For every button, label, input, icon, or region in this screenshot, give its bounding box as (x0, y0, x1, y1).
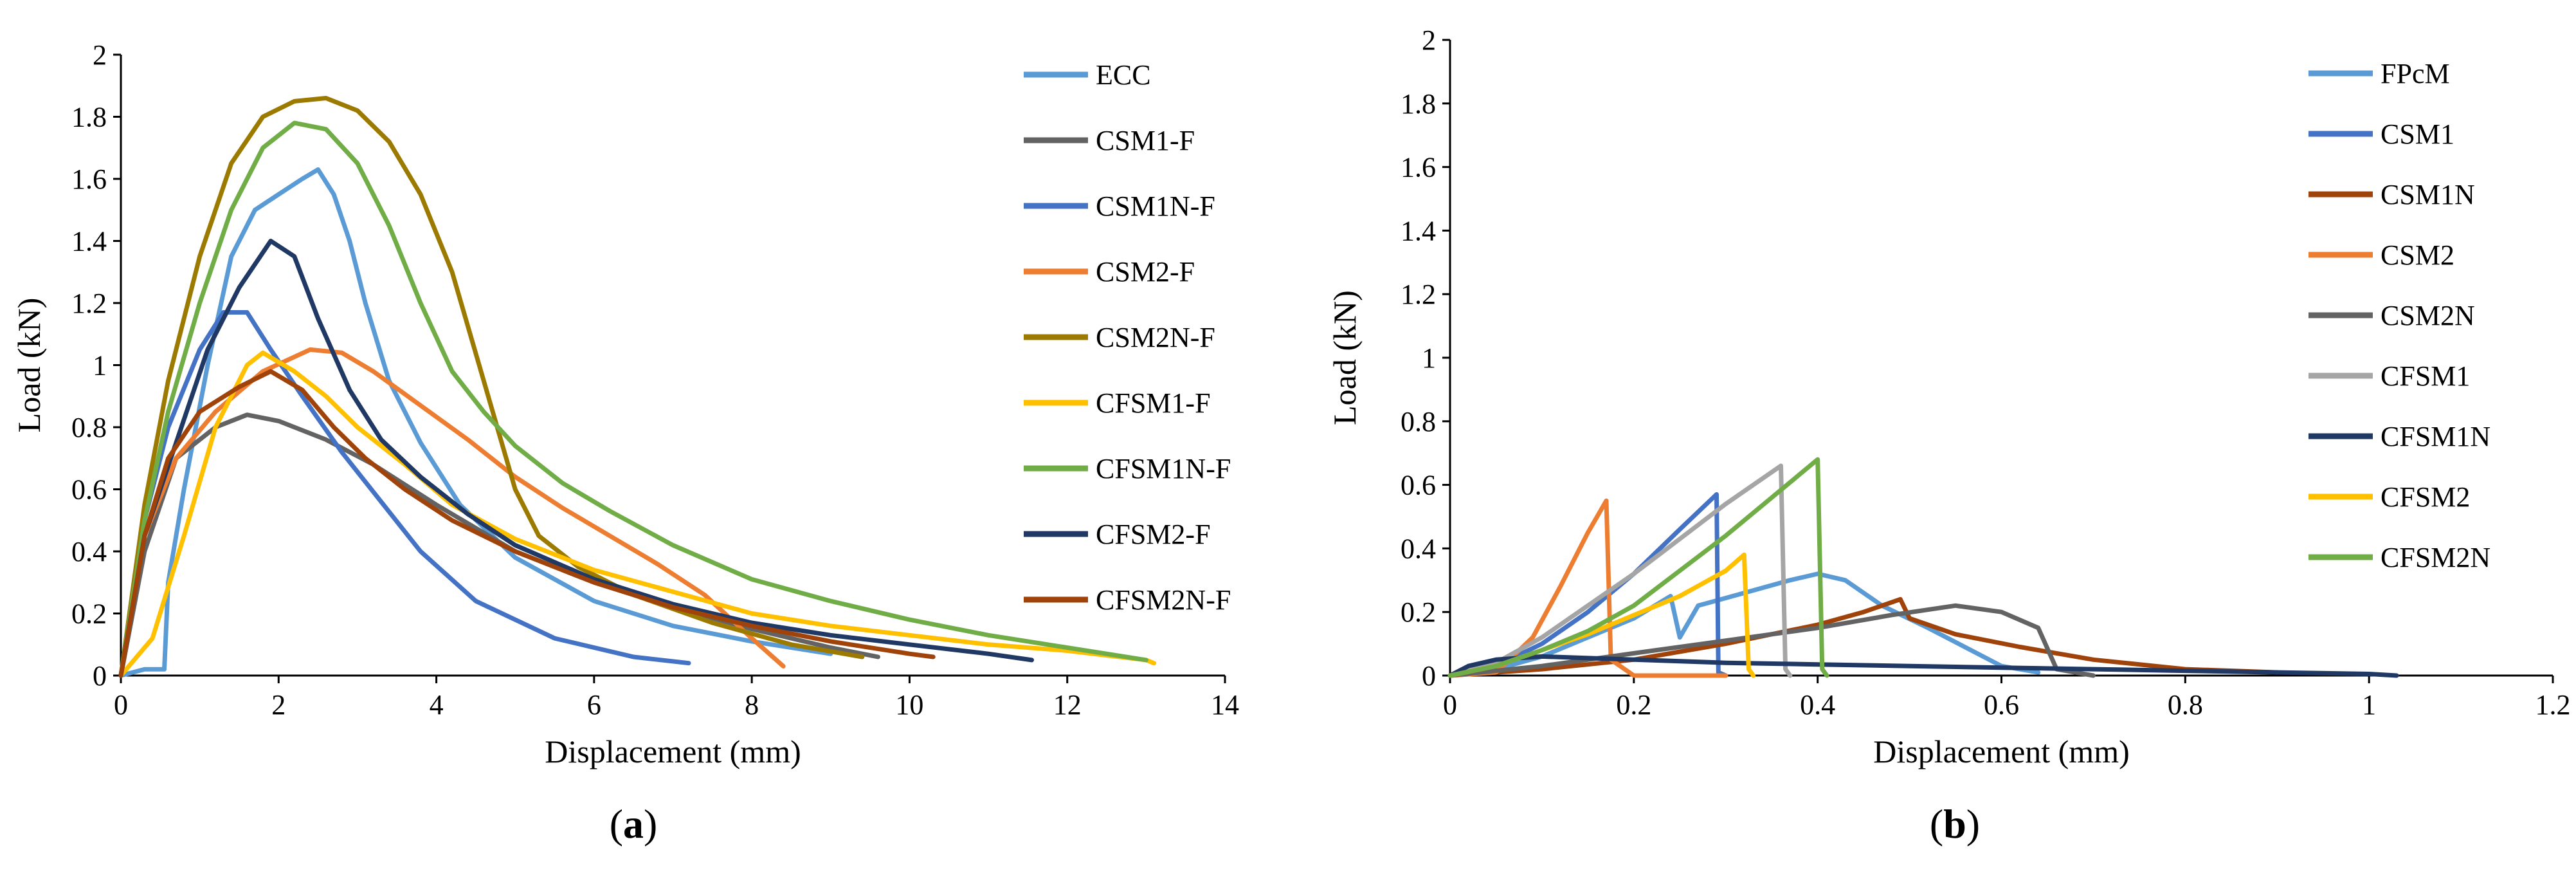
y-tick-label: 0.2 (1401, 596, 1436, 628)
y-tick-label: 0.2 (71, 598, 107, 630)
series-line-cfsm2n-f (118, 369, 936, 678)
series-line-cfsm1n (1447, 654, 2399, 678)
y-tick-label: 1.6 (71, 163, 107, 195)
y-tick-label: 0.4 (1401, 533, 1436, 564)
x-tick-label: 0.4 (1800, 689, 1835, 721)
x-tick-label: 0 (114, 689, 128, 721)
x-tick-label: 1.2 (2535, 689, 2571, 721)
x-axis-label: Displacement (mm) (545, 733, 801, 769)
y-tick-label: 0 (93, 660, 107, 692)
legend-label-cfsm1-f: CFSM1-F (1096, 387, 1211, 419)
panel-label: (b) (1930, 801, 1980, 847)
series-line-cfsm2n (1447, 457, 1829, 678)
chart-panel-b: 0 0.2 0.4 0.6 0.8 1 1.2 1.4 1.6 1.8 2 0 0.2 0.4 0.6 0.8… (1327, 24, 2571, 847)
x-tick-label: 12 (1053, 689, 1082, 721)
series-line-cfsm2-f (118, 239, 1034, 678)
legend-label-csm2n: CSM2N (2381, 300, 2475, 331)
legend-label-cfsm2n-f: CFSM2N-F (1096, 584, 1231, 616)
y-axis-label: Load (kN) (1327, 290, 1363, 425)
x-tick-label: 2 (271, 689, 286, 721)
y-tick-label: 0.8 (1401, 406, 1436, 438)
x-tick-label: 10 (895, 689, 923, 721)
y-tick-label: 1.6 (1401, 152, 1436, 183)
y-tick-label: 2 (93, 39, 107, 71)
y-tick-label: 0 (1422, 660, 1436, 692)
x-tick-label: 0.2 (1616, 689, 1651, 721)
x-tick-label: 14 (1211, 689, 1239, 721)
y-tick-label: 1.8 (1401, 88, 1436, 120)
series-line-cfsm1 (1447, 463, 1793, 678)
x-axis-label: Displacement (mm) (1873, 733, 2130, 769)
legend-label-csm1-f: CSM1-F (1096, 125, 1195, 156)
legend-label-cfsm2n: CFSM2N (2381, 542, 2490, 573)
y-tick-label: 1.8 (71, 102, 107, 133)
series-line-cfsm1n-f (118, 120, 1148, 678)
legend-label-cfsm2: CFSM2 (2381, 481, 2470, 513)
y-tick-label: 1 (93, 350, 107, 382)
series-line-csm1n-f (118, 310, 691, 678)
y-tick-label: 1.2 (71, 288, 107, 319)
y-tick-label: 0.4 (71, 536, 107, 567)
y-axis-label: Load (kN) (11, 298, 47, 433)
legend-label-cfsm1: CFSM1 (2381, 360, 2470, 392)
y-tick-label: 1.4 (71, 226, 107, 257)
x-tick-label: 6 (587, 689, 601, 721)
legend-label-ecc: ECC (1096, 59, 1151, 91)
legend-label-cfsm2-f: CFSM2-F (1096, 519, 1211, 550)
legend-label-cfsm1n-f: CFSM1N-F (1096, 453, 1231, 484)
y-tick-label: 1.4 (1401, 215, 1436, 246)
legend-label-csm1: CSM1 (2381, 118, 2454, 150)
chart-panel-a: 0 0.2 0.4 0.6 0.8 1 1.2 1.4 1.6 1.8 2 0 2 4 6 8 10 12 14 Di… (11, 39, 1239, 847)
y-tick-label: 0.8 (71, 412, 107, 443)
x-tick-label: 0.6 (1984, 689, 2019, 721)
legend-label-csm1n-f: CSM1N-F (1096, 190, 1215, 222)
legend-label-csm2: CSM2 (2381, 239, 2454, 271)
series-line-ecc (118, 167, 833, 678)
x-tick-label: 0.8 (2168, 689, 2203, 721)
series-line-csm2n-f (118, 96, 865, 678)
y-tick-label: 0.6 (71, 474, 107, 506)
x-tick-label: 0 (1443, 689, 1457, 721)
legend-label-fpcm: FPcM (2381, 58, 2450, 89)
panel-label: (a) (610, 801, 658, 847)
y-tick-label: 2 (1422, 24, 1436, 56)
legend-label-csm2n-f: CSM2N-F (1096, 322, 1215, 353)
legend-label-csm1n: CSM1N (2381, 179, 2475, 210)
y-tick-label: 0.6 (1401, 470, 1436, 501)
x-tick-label: 8 (745, 689, 759, 721)
y-tick-label: 1.2 (1401, 279, 1436, 310)
legend-label-cfsm1n: CFSM1N (2381, 421, 2490, 452)
series-line-cfsm1-f (118, 350, 1157, 678)
legend-label-csm2-f: CSM2-F (1096, 256, 1195, 288)
y-tick-label: 1 (1422, 342, 1436, 374)
x-tick-label: 1 (2362, 689, 2376, 721)
x-tick-label: 4 (430, 689, 444, 721)
series-line-csm2-f (118, 347, 786, 678)
